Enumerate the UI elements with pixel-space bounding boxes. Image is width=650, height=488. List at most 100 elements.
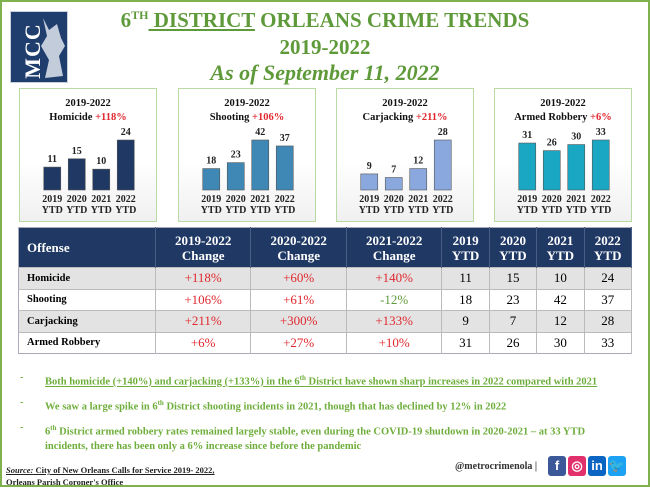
x-tick-label: YTD: [408, 205, 429, 216]
x-tick-label: 2021: [91, 194, 111, 205]
data-label: 18: [206, 156, 216, 167]
x-tick-label: 2020: [384, 194, 404, 205]
x-tick-label: 2021: [250, 194, 270, 205]
data-label: 7: [391, 165, 396, 176]
bar-2020: [67, 158, 86, 191]
column-header: 2021 YTD: [536, 227, 585, 268]
column-header: 2020-2022 Change: [250, 227, 347, 268]
value-cell: 26: [489, 331, 538, 354]
data-label: 30: [571, 132, 581, 143]
bar-2022: [433, 139, 452, 191]
value-cell: +61%: [250, 288, 347, 311]
x-tick-label: YTD: [42, 205, 63, 216]
column-header: 2019-2022 Change: [155, 227, 252, 268]
value-cell: +300%: [250, 310, 347, 332]
data-label: 23: [231, 150, 241, 161]
table-row: Armed Robbery +6% +27% +10% 31 26 30 33: [18, 331, 633, 354]
x-tick-label: 2019: [359, 194, 379, 205]
x-tick-label: 2020: [542, 194, 562, 205]
value-cell: 7: [489, 310, 538, 332]
social-handle: @metrocrimenola |: [455, 461, 538, 472]
source-note: Source: City of New Orleans Calls for Se…: [6, 465, 215, 487]
data-label: 10: [96, 156, 106, 167]
x-tick-label: YTD: [201, 205, 222, 216]
facebook-icon[interactable]: f: [548, 456, 566, 476]
value-cell: +6%: [155, 331, 252, 354]
data-label: 15: [72, 146, 82, 157]
chart-title: 2019-2022 Carjacking +211%: [362, 98, 448, 123]
table-row: Homicide +118% +60% +140% 11 15 10 24: [18, 267, 633, 289]
bar-2021: [567, 144, 586, 191]
x-tick-label: 2021: [566, 194, 586, 205]
column-header: 2022 YTD: [584, 227, 633, 268]
value-cell: 10: [536, 267, 585, 289]
bar-2019: [43, 166, 62, 191]
value-cell: +10%: [346, 331, 443, 354]
bar-2020: [384, 177, 403, 191]
bar-2019: [202, 168, 221, 191]
value-cell: 42: [536, 288, 585, 311]
twitter-icon[interactable]: 🐦: [608, 456, 626, 476]
mcc-logo: MCC: [10, 11, 68, 83]
x-tick-label: YTD: [383, 205, 404, 216]
offense-cell: Armed Robbery: [18, 331, 156, 354]
x-tick-label: 2019: [201, 194, 221, 205]
chart-card-armed-robbery: 2019-2022 Armed Robbery +6% 31 2019 YTD 26 202…: [494, 88, 632, 222]
x-tick-label: YTD: [66, 205, 87, 216]
data-label: 37: [280, 133, 290, 144]
column-header: Offense: [18, 227, 156, 268]
x-tick-label: YTD: [541, 205, 562, 216]
x-tick-label: YTD: [91, 205, 112, 216]
value-cell: 24: [584, 267, 633, 289]
x-tick-label: YTD: [225, 205, 246, 216]
x-tick-label: YTD: [115, 205, 136, 216]
value-cell: 37: [584, 288, 633, 311]
value-cell: 11: [441, 267, 490, 289]
value-cell: +27%: [250, 331, 347, 354]
value-cell: 9: [441, 310, 490, 332]
value-cell: 30: [536, 331, 585, 354]
value-cell: 23: [489, 288, 538, 311]
chart-title: 2019-2022 Shooting +106%: [209, 98, 285, 123]
x-tick-label: YTD: [250, 205, 271, 216]
x-tick-label: 2022: [116, 194, 136, 205]
table-row: Shooting +106% +61% -12% 18 23 42 37: [18, 288, 633, 311]
chart-card-carjacking: 2019-2022 Carjacking +211% 9 2019 YTD 7 2020 YT…: [336, 88, 474, 222]
column-header: 2021-2022 Change: [346, 227, 443, 268]
data-label: 9: [367, 161, 372, 172]
data-label: 12: [413, 156, 423, 167]
value-cell: +106%: [155, 288, 252, 311]
x-tick-label: 2022: [275, 194, 295, 205]
crime-table: Offense 2019-2022 Change 2020-2022 Change 202…: [18, 227, 633, 354]
offense-cell: Homicide: [18, 267, 156, 289]
bar-2022: [116, 139, 135, 191]
value-cell: 31: [441, 331, 490, 354]
title-years: 2019-2022: [279, 35, 371, 59]
wolf-icon: [41, 18, 65, 78]
bar-2019: [518, 142, 537, 191]
value-cell: 33: [584, 331, 633, 354]
linkedin-icon[interactable]: in: [588, 456, 606, 476]
column-header: 2019 YTD: [441, 227, 490, 268]
bar-2022: [591, 139, 610, 191]
bar-2022: [275, 145, 294, 191]
instagram-icon[interactable]: ◎: [568, 456, 586, 476]
value-cell: 12: [536, 310, 585, 332]
x-tick-label: 2019: [42, 194, 62, 205]
value-cell: +133%: [346, 310, 443, 332]
data-label: 26: [547, 138, 557, 149]
chart-title: 2019-2022 Armed Robbery +6%: [514, 98, 612, 123]
x-tick-label: 2021: [408, 194, 428, 205]
x-tick-label: YTD: [274, 205, 295, 216]
offense-cell: Shooting: [18, 288, 156, 311]
data-label: 33: [596, 127, 606, 138]
value-cell: 18: [441, 288, 490, 311]
value-cell: 15: [489, 267, 538, 289]
x-tick-label: YTD: [359, 205, 380, 216]
x-tick-label: 2022: [591, 194, 611, 205]
data-label: 24: [121, 127, 131, 138]
value-cell: +211%: [155, 310, 252, 332]
table-row: Carjacking +211% +300% +133% 9 7 12 28: [18, 310, 633, 332]
value-cell: -12%: [346, 288, 443, 311]
